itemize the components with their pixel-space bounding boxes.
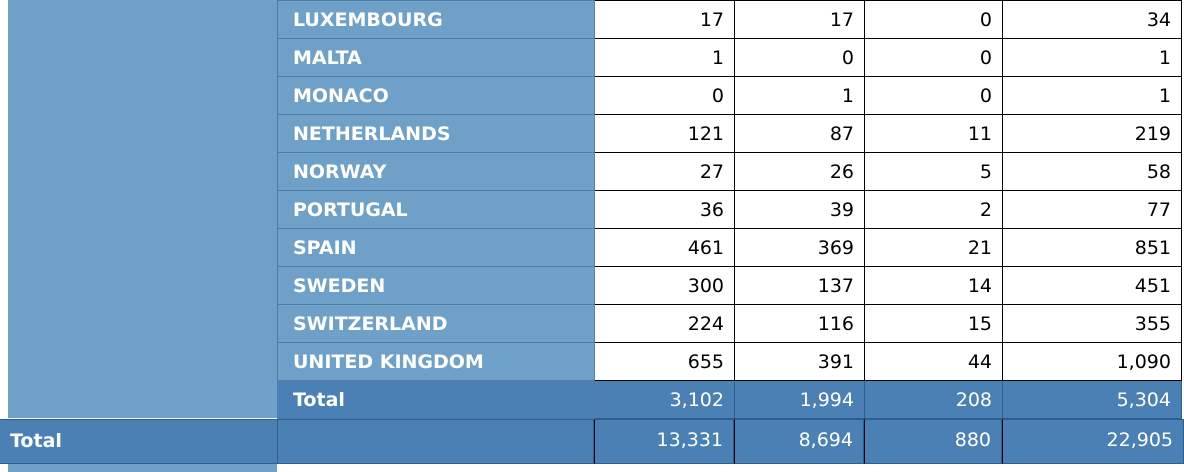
value-cell: 21 (864, 228, 1003, 267)
grand-total-blank (277, 419, 594, 464)
country-cell: SPAIN (277, 228, 595, 267)
value-cell: 355 (1002, 304, 1182, 343)
country-cell: LUXEMBOURG (277, 0, 595, 39)
subtotal-cell: 1,994 (734, 380, 865, 419)
country-cell: UNITED KINGDOM (277, 342, 595, 381)
value-cell: 17 (594, 0, 735, 39)
grand-total-label: Total (0, 419, 277, 464)
table-row: MALTA 1 0 0 1 (277, 38, 1182, 77)
grand-total-cell: 880 (864, 419, 1002, 464)
value-cell: 0 (864, 38, 1003, 77)
value-cell: 121 (594, 114, 735, 153)
country-cell: SWEDEN (277, 266, 595, 305)
table-row: SWITZERLAND 224 116 15 355 (277, 304, 1182, 343)
table-row: MONACO 0 1 0 1 (277, 76, 1182, 115)
value-cell: 1 (734, 76, 865, 115)
table-row: SPAIN 461 369 21 851 (277, 228, 1182, 267)
grand-total-row: Total 13,331 8,694 880 22,905 (0, 419, 1184, 464)
value-cell: 1 (1002, 76, 1182, 115)
value-cell: 219 (1002, 114, 1182, 153)
value-cell: 0 (734, 38, 865, 77)
value-cell: 300 (594, 266, 735, 305)
subtotal-cell: 5,304 (1002, 380, 1182, 419)
country-cell: PORTUGAL (277, 190, 595, 229)
subtotal-cell: 3,102 (594, 380, 735, 419)
subtotal-row: Total 3,102 1,994 208 5,304 (277, 380, 1182, 419)
value-cell: 39 (734, 190, 865, 229)
value-cell: 1 (594, 38, 735, 77)
value-cell: 5 (864, 152, 1003, 191)
value-cell: 451 (1002, 266, 1182, 305)
value-cell: 1,090 (1002, 342, 1182, 381)
group-column (8, 0, 278, 418)
subtotal-label: Total (277, 380, 595, 419)
country-cell: MONACO (277, 76, 595, 115)
value-cell: 58 (1002, 152, 1182, 191)
subtotal-cell: 208 (864, 380, 1003, 419)
table-row: PORTUGAL 36 39 2 77 (277, 190, 1182, 229)
value-cell: 461 (594, 228, 735, 267)
value-cell: 15 (864, 304, 1003, 343)
value-cell: 26 (734, 152, 865, 191)
value-cell: 0 (864, 76, 1003, 115)
grand-total-cell: 22,905 (1002, 419, 1184, 464)
value-cell: 1 (1002, 38, 1182, 77)
value-cell: 391 (734, 342, 865, 381)
value-cell: 17 (734, 0, 865, 39)
grand-total-cell: 13,331 (594, 419, 734, 464)
value-cell: 0 (864, 0, 1003, 39)
value-cell: 11 (864, 114, 1003, 153)
country-cell: MALTA (277, 38, 595, 77)
group-column-footer (8, 464, 277, 472)
country-table: LUXEMBOURG 17 17 0 34 MALTA 1 0 0 1 MONA… (277, 0, 1182, 419)
value-cell: 27 (594, 152, 735, 191)
value-cell: 224 (594, 304, 735, 343)
value-cell: 0 (594, 76, 735, 115)
table-row: SWEDEN 300 137 14 451 (277, 266, 1182, 305)
value-cell: 87 (734, 114, 865, 153)
country-cell: NETHERLANDS (277, 114, 595, 153)
value-cell: 655 (594, 342, 735, 381)
country-cell: SWITZERLAND (277, 304, 595, 343)
table-row: NORWAY 27 26 5 58 (277, 152, 1182, 191)
value-cell: 14 (864, 266, 1003, 305)
value-cell: 116 (734, 304, 865, 343)
value-cell: 2 (864, 190, 1003, 229)
table-row: UNITED KINGDOM 655 391 44 1,090 (277, 342, 1182, 381)
value-cell: 137 (734, 266, 865, 305)
value-cell: 369 (734, 228, 865, 267)
value-cell: 851 (1002, 228, 1182, 267)
grand-total-cell: 8,694 (734, 419, 864, 464)
table-row: NETHERLANDS 121 87 11 219 (277, 114, 1182, 153)
value-cell: 44 (864, 342, 1003, 381)
table-row: LUXEMBOURG 17 17 0 34 (277, 0, 1182, 39)
value-cell: 34 (1002, 0, 1182, 39)
country-cell: NORWAY (277, 152, 595, 191)
value-cell: 36 (594, 190, 735, 229)
value-cell: 77 (1002, 190, 1182, 229)
